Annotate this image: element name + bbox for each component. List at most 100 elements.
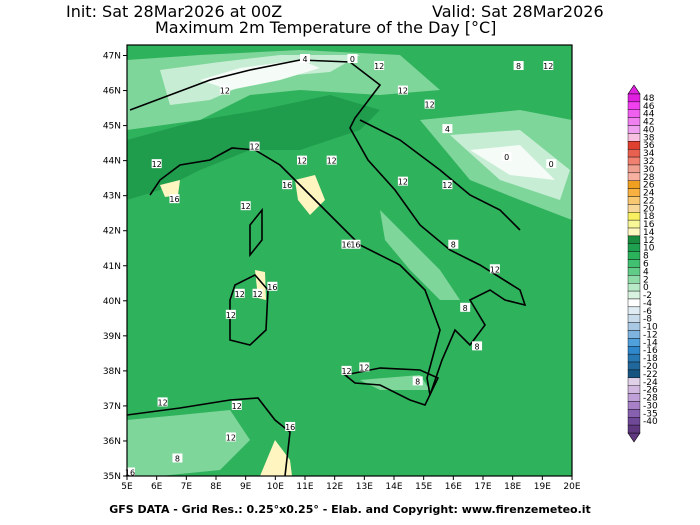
colorbar-box [627, 314, 641, 323]
contour-label: 12 [226, 433, 236, 442]
colorbar-box [627, 172, 641, 181]
colorbar-box [627, 117, 641, 126]
lon-label: 14E [385, 482, 402, 492]
colorbar-box [627, 164, 641, 174]
contour-label-bg [460, 302, 471, 312]
colorbar-box [627, 227, 641, 237]
colorbar-label: 4 [643, 267, 649, 277]
contour-label: 0 [504, 153, 509, 162]
temperature-region [260, 440, 292, 476]
colorbar-box [627, 377, 641, 386]
axes: 5E 6E 7E 8E 9E 10E 11E 12E 13E 14E 15E 16E 17E 18E 19E… [103, 52, 581, 492]
lon-label: 20E [563, 482, 580, 492]
colorbar-label: 26 [643, 181, 655, 191]
lon-label: 15E [415, 482, 432, 492]
contour-label-bg [297, 155, 308, 165]
contour-label-bg [300, 54, 310, 64]
contour-label-bg [282, 180, 293, 190]
colorbar-label: 32 [643, 157, 654, 167]
colorbar-label: 48 [643, 94, 655, 104]
contour-label: 16 [169, 195, 179, 204]
colorbar-label: -28 [643, 394, 658, 404]
colorbar-label: 18 [643, 212, 655, 222]
colorbar-label: -35 [643, 409, 658, 419]
colorbar-label: -40 [643, 417, 658, 427]
colorbar-max-arrow [627, 84, 641, 95]
contour-label-bg [341, 365, 352, 375]
contour-label-bg [172, 453, 183, 463]
contour-label: 12 [359, 363, 369, 372]
map-frame [126, 44, 573, 477]
contour-label-bg [124, 467, 135, 477]
contour-label: 0 [350, 55, 355, 64]
colorbar-label: -8 [643, 315, 652, 325]
contour-label: 8 [415, 377, 420, 386]
colorbar-label: 24 [643, 189, 655, 199]
colorbar-box [627, 125, 641, 134]
temperature-region [470, 145, 555, 180]
footer-credit: GFS DATA - Grid Res.: 0.25°x0.25° - Elab… [109, 503, 591, 516]
contour-label: 8 [516, 62, 521, 71]
contour-label-bg [225, 309, 236, 319]
colorbar-label: 20 [643, 204, 655, 214]
temperature-region [360, 375, 430, 390]
contour-label: 12 [220, 87, 230, 96]
contour-label-bg [219, 85, 230, 95]
lon-label: 7E [181, 482, 193, 492]
temperature-region [160, 180, 180, 197]
colorbar-box [627, 148, 641, 158]
colorbar-box [627, 235, 641, 244]
contour-label-bg [424, 99, 435, 109]
colorbar-box [627, 109, 641, 118]
colorbar-box [627, 338, 641, 347]
lat-label: 38N [103, 367, 121, 377]
colorbar-box [627, 361, 641, 371]
colorbar-label: 16 [643, 220, 655, 230]
colorbar-label: -26 [643, 386, 658, 396]
colorbar-box [627, 212, 641, 221]
lat-label: 36N [103, 437, 121, 447]
contour-label: 12 [152, 160, 162, 169]
map-title: Maximum 2m Temperature of the Day [°C] [155, 18, 497, 37]
colorbar-box [627, 243, 641, 252]
colorbar-label: 44 [643, 110, 655, 120]
colorbar-label: 10 [643, 244, 655, 254]
contour-label: 12 [232, 402, 242, 411]
valid-time: Valid: Sat 28Mar2026 [432, 2, 604, 21]
contour-label-bg [240, 201, 251, 211]
colorbar-label: 28 [643, 173, 655, 183]
colorbar-box [627, 330, 641, 339]
contour-label-bg [472, 341, 483, 351]
contour-label: 12 [226, 311, 236, 320]
contour-label: 4 [302, 55, 307, 64]
colorbar-box [627, 346, 641, 355]
colorbar-label: 6 [643, 260, 649, 270]
contour-label-bg [169, 194, 180, 204]
colorbar: 4846444240383634323028262422201816141210… [627, 84, 658, 443]
contour-label: 16 [341, 241, 351, 250]
lat-label: 40N [103, 297, 121, 307]
colorbar-label: 34 [643, 149, 655, 159]
contour-label-bg [341, 239, 352, 249]
colorbar-box [627, 417, 641, 426]
temperature-region [127, 410, 250, 476]
colorbar-label: 30 [643, 165, 655, 175]
colorbar-label: 36 [643, 141, 655, 151]
temperature-region [380, 210, 460, 300]
contour-label-bg [347, 54, 358, 64]
lat-label: 42N [103, 227, 121, 237]
contour-label-bg [326, 155, 337, 165]
colorbar-min-arrow [627, 432, 641, 443]
colorbar-label: 38 [643, 133, 655, 143]
colorbar-label: 0 [643, 283, 649, 293]
contour-label-bg [448, 239, 459, 249]
contour-label: 8 [175, 454, 180, 463]
lon-label: 13E [356, 482, 373, 492]
contour-label: 16 [267, 283, 277, 292]
contour-label: 16 [285, 423, 295, 432]
contour-label-bg [225, 432, 236, 442]
contour-label-bg [285, 421, 296, 431]
colorbar-label: -20 [643, 362, 658, 372]
contour-label: 12 [374, 62, 384, 71]
